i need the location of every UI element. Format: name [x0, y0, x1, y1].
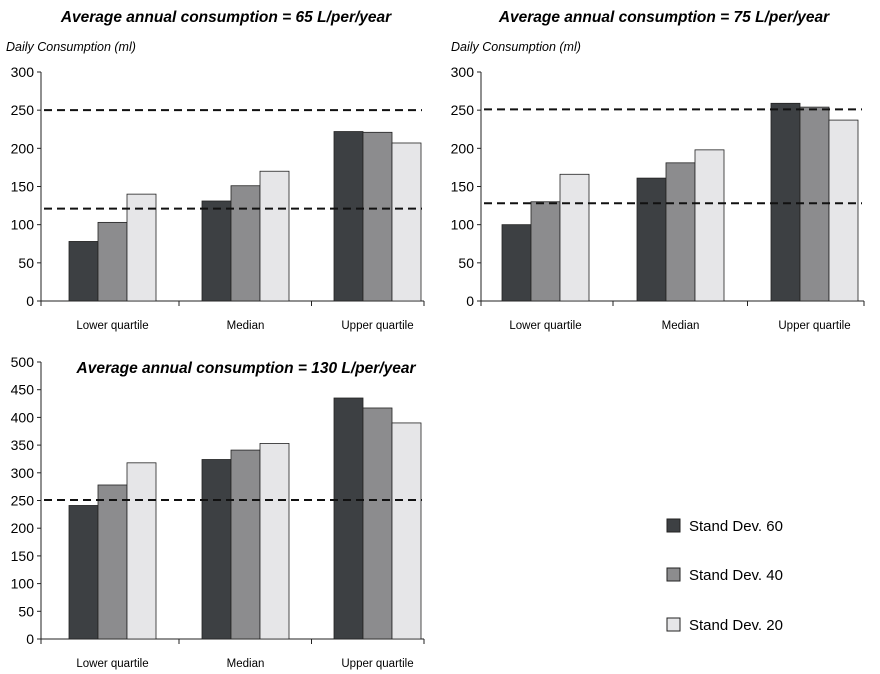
- y-tick-label: 250: [451, 102, 475, 118]
- bar-3-1: [126, 193, 157, 302]
- y-tick-label: 400: [11, 409, 35, 425]
- y-tick-label: 350: [11, 437, 35, 453]
- y-tick-label: 200: [11, 520, 35, 536]
- chart-title: Average annual consumption = 75 L/per/ye…: [498, 9, 830, 26]
- bar-3-2: [694, 149, 725, 302]
- y-axis-label: Daily Consumption (ml): [451, 40, 581, 54]
- legend-label: Stand Dev. 40: [689, 567, 783, 584]
- y-tick-label: 50: [18, 603, 34, 619]
- y-tick-label: 0: [26, 293, 34, 309]
- y-tick-label: 50: [458, 255, 474, 271]
- bar-1-2: [201, 459, 232, 640]
- category-label: Lower quartile: [76, 320, 148, 332]
- bar-2-2: [665, 162, 696, 302]
- y-tick-label: 100: [11, 576, 35, 592]
- bar-1-3: [770, 102, 801, 302]
- bar-1-1: [501, 224, 532, 302]
- y-tick-label: 0: [26, 631, 34, 647]
- y-tick-label: 100: [451, 217, 475, 233]
- chart-title: Average annual consumption = 130 L/per/y…: [76, 360, 417, 377]
- legend-label: Stand Dev. 20: [689, 617, 783, 634]
- bar-3-3: [391, 422, 422, 640]
- y-tick-label: 250: [11, 493, 35, 509]
- bar-3-2: [259, 170, 290, 302]
- y-tick-label: 150: [11, 179, 35, 195]
- bar-2-1: [97, 484, 128, 640]
- y-tick-label: 100: [11, 217, 35, 233]
- bar-3-3: [391, 142, 422, 302]
- bar-3-2: [259, 443, 290, 640]
- y-tick-label: 250: [11, 102, 35, 118]
- bar-3-3: [828, 119, 859, 302]
- bar-2-1: [530, 201, 561, 302]
- bar-1-3: [333, 397, 364, 640]
- category-label: Upper quartile: [341, 320, 413, 332]
- y-tick-label: 300: [11, 465, 35, 481]
- legend-swatch: [666, 617, 681, 632]
- legend-swatch: [666, 567, 681, 582]
- bar-2-2: [230, 185, 261, 302]
- category-label: Upper quartile: [341, 658, 413, 670]
- bar-1-1: [68, 505, 99, 640]
- bar-3-1: [126, 462, 157, 640]
- y-tick-label: 150: [451, 179, 475, 195]
- y-tick-label: 500: [11, 354, 35, 370]
- y-tick-label: 0: [466, 293, 474, 309]
- category-label: Median: [662, 320, 700, 332]
- y-tick-label: 200: [451, 140, 475, 156]
- y-tick-label: 50: [18, 255, 34, 271]
- bar-2-1: [97, 221, 128, 302]
- category-label: Median: [227, 320, 265, 332]
- category-label: Lower quartile: [509, 320, 581, 332]
- y-tick-label: 300: [451, 64, 475, 80]
- category-label: Upper quartile: [778, 320, 850, 332]
- y-tick-label: 150: [11, 548, 35, 564]
- bar-2-3: [362, 407, 393, 640]
- chart-2: Average annual consumption = 75 L/per/ye…: [451, 9, 865, 332]
- bar-1-2: [636, 177, 667, 302]
- chart-title: Average annual consumption = 65 L/per/ye…: [60, 9, 392, 26]
- y-tick-label: 200: [11, 140, 35, 156]
- bar-1-2: [201, 200, 232, 302]
- bar-2-2: [230, 449, 261, 640]
- chart-3: Average annual consumption = 130 L/per/y…: [11, 354, 425, 670]
- y-tick-label: 300: [11, 64, 35, 80]
- category-label: Median: [227, 658, 265, 670]
- y-axis-label: Daily Consumption (ml): [6, 40, 136, 54]
- bar-1-3: [333, 131, 364, 302]
- category-label: Lower quartile: [76, 658, 148, 670]
- bar-3-1: [559, 173, 590, 302]
- legend-swatch: [666, 518, 681, 533]
- legend-label: Stand Dev. 60: [689, 518, 783, 535]
- legend: Stand Dev. 60 Stand Dev. 40 Stand Dev. 20: [666, 518, 783, 634]
- bar-2-3: [362, 131, 393, 302]
- bar-1-1: [68, 241, 99, 302]
- chart-1: Average annual consumption = 65 L/per/ye…: [6, 9, 425, 332]
- y-tick-label: 450: [11, 382, 35, 398]
